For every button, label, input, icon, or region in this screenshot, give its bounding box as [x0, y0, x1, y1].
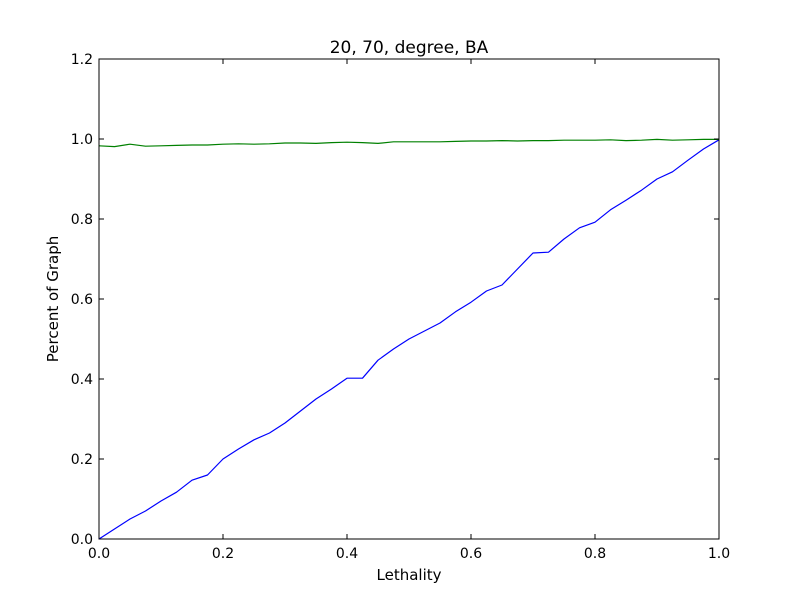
x-tick-label: 0.4 — [336, 546, 358, 562]
y-axis-label: Percent of Graph — [44, 236, 62, 362]
y-tick-label: 0.4 — [71, 372, 93, 388]
y-tick-label: 0.6 — [71, 292, 93, 308]
plot-frame — [98, 58, 720, 540]
y-tick-label: 1.0 — [71, 132, 93, 148]
x-tick-label: 1.0 — [708, 546, 730, 562]
x-tick-label: 0.2 — [212, 546, 234, 562]
y-tick-label: 0.8 — [71, 212, 93, 228]
x-tick-label: 0.8 — [584, 546, 606, 562]
x-tick-label: 0.6 — [460, 546, 482, 562]
series-line-2 — [98, 138, 719, 148]
chart-title: 20, 70, degree, BA — [330, 38, 489, 58]
x-axis-label: Lethality — [377, 566, 442, 584]
plot-area: 0.0 0.2 0.4 0.6 0.8 1.0 0.0 0.2 0.4 0.6 0.8 1.0 1.2 — [71, 52, 730, 562]
y-tick-label: 0.0 — [71, 532, 93, 548]
y-tick-label: 1.2 — [71, 52, 93, 68]
x-tick-label: 0.0 — [88, 546, 110, 562]
series-line-1 — [98, 139, 720, 540]
y-tick-label: 0.2 — [71, 452, 93, 468]
